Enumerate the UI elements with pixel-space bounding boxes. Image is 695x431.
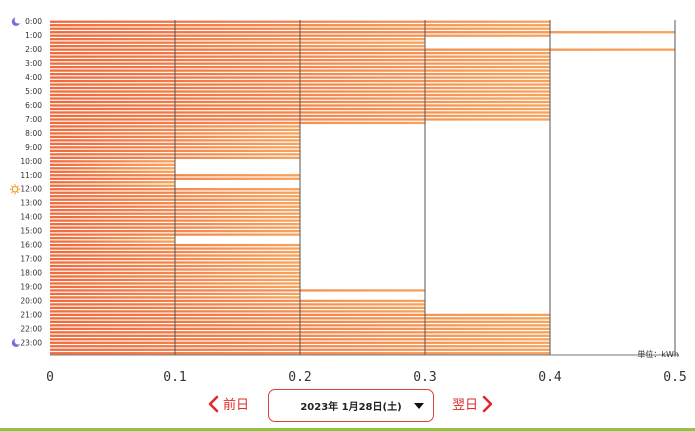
hour-label: 0:00 <box>25 17 42 26</box>
unit-label: 単位：kWh <box>637 350 679 359</box>
bar <box>50 163 175 166</box>
sun-icon <box>9 184 21 195</box>
date-navigation: 前日 2023年 1月28日(土) 翌日 <box>0 388 695 426</box>
prev-day-button[interactable]: 前日 <box>207 394 249 413</box>
hour-label: 18:00 <box>20 268 42 277</box>
usage-chart-svg: 0:00 1:00 2:00 3:00 4:00 5:00 6:00 7:00 8:00 9:00… <box>9 16 687 385</box>
bar <box>50 306 425 310</box>
bar <box>50 160 175 163</box>
hour-label: 21:00 <box>20 310 42 319</box>
hour-label: 23:00 <box>20 338 42 347</box>
caret-down-icon <box>414 403 424 409</box>
bar <box>50 289 425 292</box>
hour-label: 19:00 <box>20 282 42 291</box>
bar <box>50 121 425 125</box>
hour-label: 4:00 <box>25 73 42 82</box>
bar <box>50 41 425 44</box>
moon-icon <box>11 16 22 26</box>
next-day-label: 翌日 <box>452 398 479 413</box>
hour-label: 2:00 <box>25 45 42 54</box>
bottom-divider <box>0 428 695 431</box>
prev-day-label: 前日 <box>223 398 250 413</box>
bar <box>50 38 425 41</box>
hour-label: 13:00 <box>20 199 42 208</box>
chevron-left-icon <box>208 395 219 412</box>
hour-label: 6:00 <box>25 101 42 110</box>
hour-label: 14:00 <box>20 213 42 222</box>
hour-label: 22:00 <box>20 324 42 333</box>
x-tick-label: 0.3 <box>413 370 436 385</box>
hour-label: 9:00 <box>25 143 42 152</box>
bar <box>50 45 425 48</box>
bar <box>50 240 175 243</box>
bar <box>50 48 675 51</box>
moon-icon <box>11 337 22 347</box>
bar <box>50 310 425 313</box>
chevron-right-icon <box>482 395 493 412</box>
x-tick-label: 0 <box>46 370 54 385</box>
next-day-button[interactable]: 翌日 <box>452 394 494 413</box>
bar <box>50 299 425 303</box>
hour-label: 17:00 <box>20 255 42 264</box>
bar <box>50 31 675 34</box>
bar <box>50 184 175 187</box>
hour-label: 15:00 <box>20 227 42 236</box>
bar <box>50 303 425 306</box>
usage-chart: 0:00 1:00 2:00 3:00 4:00 5:00 6:00 7:00 8:00 9:00… <box>9 16 687 385</box>
date-dropdown-value: 2023年 1月28日(土) <box>300 402 402 413</box>
bar <box>50 181 175 184</box>
bar <box>50 170 175 173</box>
bar <box>50 167 175 170</box>
hour-label: 11:00 <box>20 171 42 180</box>
hour-label: 7:00 <box>25 115 42 124</box>
hour-label: 3:00 <box>25 59 42 68</box>
hour-label: 20:00 <box>20 296 42 305</box>
date-dropdown[interactable]: 2023年 1月28日(土) <box>268 389 434 422</box>
x-tick-label: 0.2 <box>288 370 311 385</box>
x-tick-label: 0.4 <box>538 370 562 385</box>
hour-label: 16:00 <box>20 241 42 250</box>
hour-label: 12:00 <box>20 185 42 194</box>
x-tick-label: 0.1 <box>163 370 186 385</box>
hour-label: 10:00 <box>20 157 42 166</box>
hour-label: 8:00 <box>25 129 42 138</box>
hour-label: 5:00 <box>25 87 42 96</box>
hour-label: 1:00 <box>25 31 42 40</box>
bar <box>50 236 175 240</box>
x-tick-label: 0.5 <box>663 370 686 385</box>
